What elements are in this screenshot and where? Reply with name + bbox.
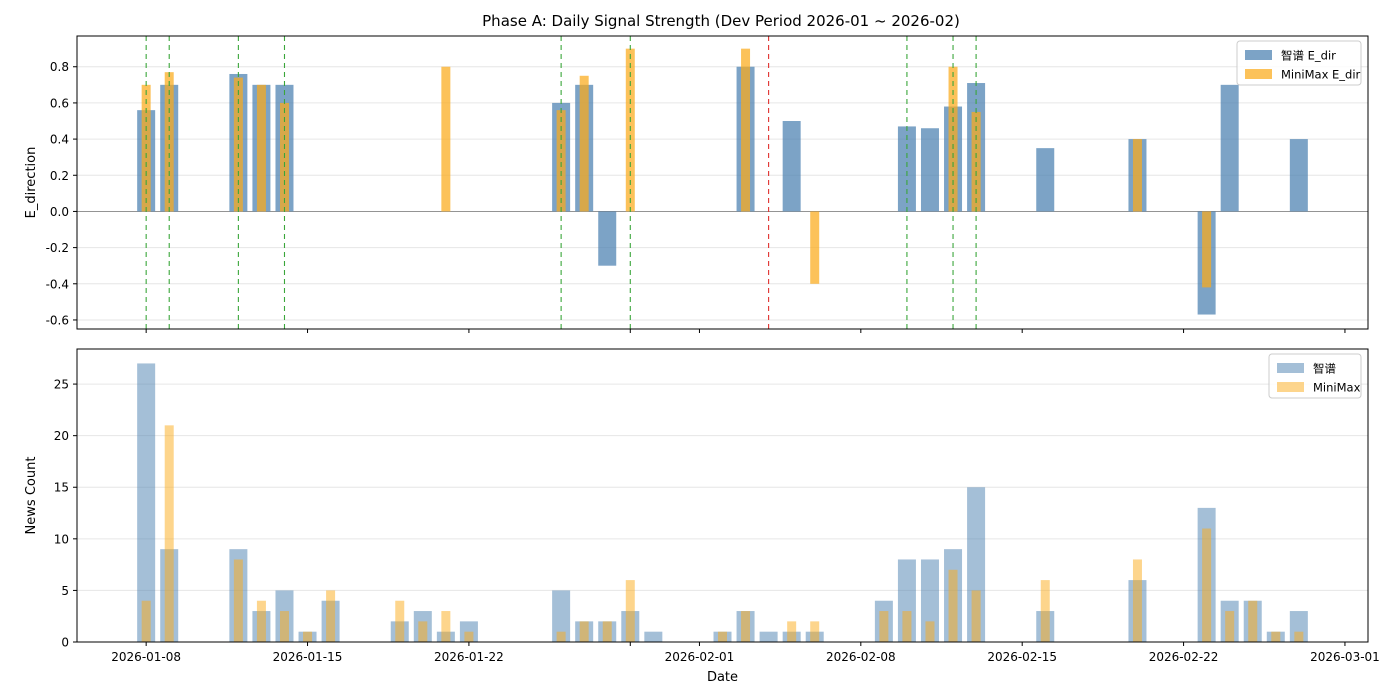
x-tick-label: 2026-03-01 bbox=[1310, 650, 1380, 664]
minimax-bar bbox=[1248, 600, 1258, 642]
minimax-bar bbox=[971, 590, 981, 642]
minimax-bar bbox=[395, 600, 405, 642]
y-tick-label: 0.8 bbox=[50, 60, 69, 74]
minimax-bar bbox=[256, 84, 266, 212]
x-tick-label: 2026-02-01 bbox=[665, 650, 735, 664]
zhipu-bar bbox=[782, 121, 801, 212]
minimax-bar bbox=[1202, 528, 1212, 642]
minimax-bar bbox=[741, 611, 751, 642]
minimax-bar bbox=[441, 66, 451, 212]
minimax-bar bbox=[279, 611, 289, 642]
direction-panel: -0.6-0.4-0.20.00.20.40.60.8 E_direction … bbox=[24, 35, 1369, 333]
zhipu-bar bbox=[1289, 139, 1308, 212]
y-tick-label: 0.6 bbox=[50, 96, 69, 110]
y-tick-label: 0 bbox=[61, 636, 69, 650]
minimax-bar bbox=[1132, 139, 1142, 212]
minimax-bar bbox=[579, 75, 589, 212]
minimax-bar bbox=[441, 611, 451, 642]
news-y-axis-label: News Count bbox=[24, 457, 39, 535]
minimax-bar bbox=[303, 631, 313, 642]
news-count-panel: 0 5 10 15 20 25 2026-01-08 2026-01-15 2026-01-22… bbox=[24, 348, 1380, 685]
news-axes: 0 5 10 15 20 25 2026-01-08 2026-01-15 2026-01-22… bbox=[54, 348, 1380, 664]
zhipu-bar bbox=[137, 363, 156, 642]
minimax-bar bbox=[464, 631, 474, 642]
zhipu-bar bbox=[1220, 84, 1239, 212]
minimax-bar bbox=[326, 590, 336, 642]
plot-frame bbox=[76, 35, 1369, 330]
direction-axes: -0.6 -0.4 -0.2 0.0 0.2 0.4 0.6 0.8 bbox=[46, 35, 1369, 333]
zhipu-bar bbox=[1036, 148, 1055, 212]
legend-swatch bbox=[1277, 363, 1304, 373]
minimax-bar bbox=[233, 559, 243, 642]
x-tick-label: 2026-01-22 bbox=[434, 650, 504, 664]
minimax-bar bbox=[1202, 211, 1212, 288]
legend-label: 智谱 bbox=[1313, 362, 1336, 376]
x-tick-label: 2026-01-08 bbox=[111, 650, 181, 664]
minimax-bar bbox=[1132, 559, 1142, 642]
y-tick-label: 15 bbox=[54, 481, 69, 495]
minimax-bar bbox=[971, 111, 981, 212]
minimax-bar bbox=[164, 425, 174, 642]
x-tick-label: 2026-02-15 bbox=[987, 650, 1057, 664]
minimax-bar bbox=[625, 580, 635, 642]
y-tick-label: 0.0 bbox=[50, 205, 69, 219]
legend-label: 智谱 E_dir bbox=[1281, 49, 1336, 63]
y-tick-label: -0.2 bbox=[46, 241, 69, 255]
y-tick-label: -0.4 bbox=[46, 277, 69, 291]
legend-label: MiniMax E_dir bbox=[1281, 68, 1361, 82]
zhipu-bar bbox=[598, 211, 617, 266]
legend-swatch bbox=[1277, 382, 1304, 392]
minimax-bar bbox=[741, 48, 751, 212]
minimax-bar bbox=[925, 621, 935, 642]
minimax-bar bbox=[718, 631, 727, 642]
y-tick-label: 0.4 bbox=[50, 133, 69, 147]
event-lines bbox=[145, 36, 977, 329]
y-tick-label: 0.2 bbox=[50, 169, 69, 183]
zhipu-bar bbox=[644, 631, 663, 642]
zhipu-bar bbox=[897, 126, 916, 212]
minimax-bar bbox=[256, 600, 266, 642]
x-tick-label: 2026-02-08 bbox=[826, 650, 896, 664]
y-tick-label: 20 bbox=[54, 429, 69, 443]
direction-y-axis-label: E_direction bbox=[24, 147, 39, 219]
minimax-bar bbox=[810, 621, 820, 642]
x-tick-label: 2026-01-15 bbox=[273, 650, 343, 664]
legend-swatch bbox=[1245, 50, 1272, 60]
minimax-bar bbox=[579, 621, 589, 642]
x-tick-label: 2026-02-22 bbox=[1149, 650, 1219, 664]
y-tick-label: 5 bbox=[61, 584, 69, 598]
minimax-bar bbox=[556, 110, 566, 212]
minimax-bar bbox=[948, 569, 958, 642]
minimax-bar bbox=[418, 621, 428, 642]
minimax-bar bbox=[1294, 631, 1304, 642]
minimax-bar bbox=[602, 621, 612, 642]
news-bars bbox=[137, 363, 1308, 642]
y-tick-label: 25 bbox=[54, 378, 69, 392]
minimax-bar bbox=[879, 611, 889, 642]
zhipu-bar bbox=[920, 128, 939, 212]
minimax-bar bbox=[1040, 580, 1050, 642]
minimax-bar bbox=[1271, 631, 1281, 642]
minimax-bar bbox=[1225, 611, 1235, 642]
minimax-bar bbox=[164, 72, 174, 212]
x-axis-label: Date bbox=[707, 670, 738, 685]
legend-swatch bbox=[1245, 69, 1272, 79]
legend-label: MiniMax bbox=[1313, 381, 1361, 395]
plot-frame bbox=[76, 348, 1369, 643]
y-tick-label: 10 bbox=[54, 532, 69, 546]
minimax-bar bbox=[902, 611, 912, 642]
zhipu-bar bbox=[759, 631, 778, 642]
news-legend: 智谱 MiniMax bbox=[1268, 353, 1362, 399]
y-tick-label: -0.6 bbox=[46, 313, 69, 327]
minimax-bar bbox=[787, 621, 797, 642]
zhipu-bar bbox=[552, 590, 571, 642]
minimax-bar bbox=[141, 600, 151, 642]
direction-legend: 智谱 E_dir MiniMax E_dir bbox=[1236, 40, 1362, 86]
minimax-bar bbox=[556, 631, 566, 642]
chart-title: Phase A: Daily Signal Strength (Dev Peri… bbox=[482, 12, 960, 30]
minimax-bar bbox=[810, 211, 820, 284]
